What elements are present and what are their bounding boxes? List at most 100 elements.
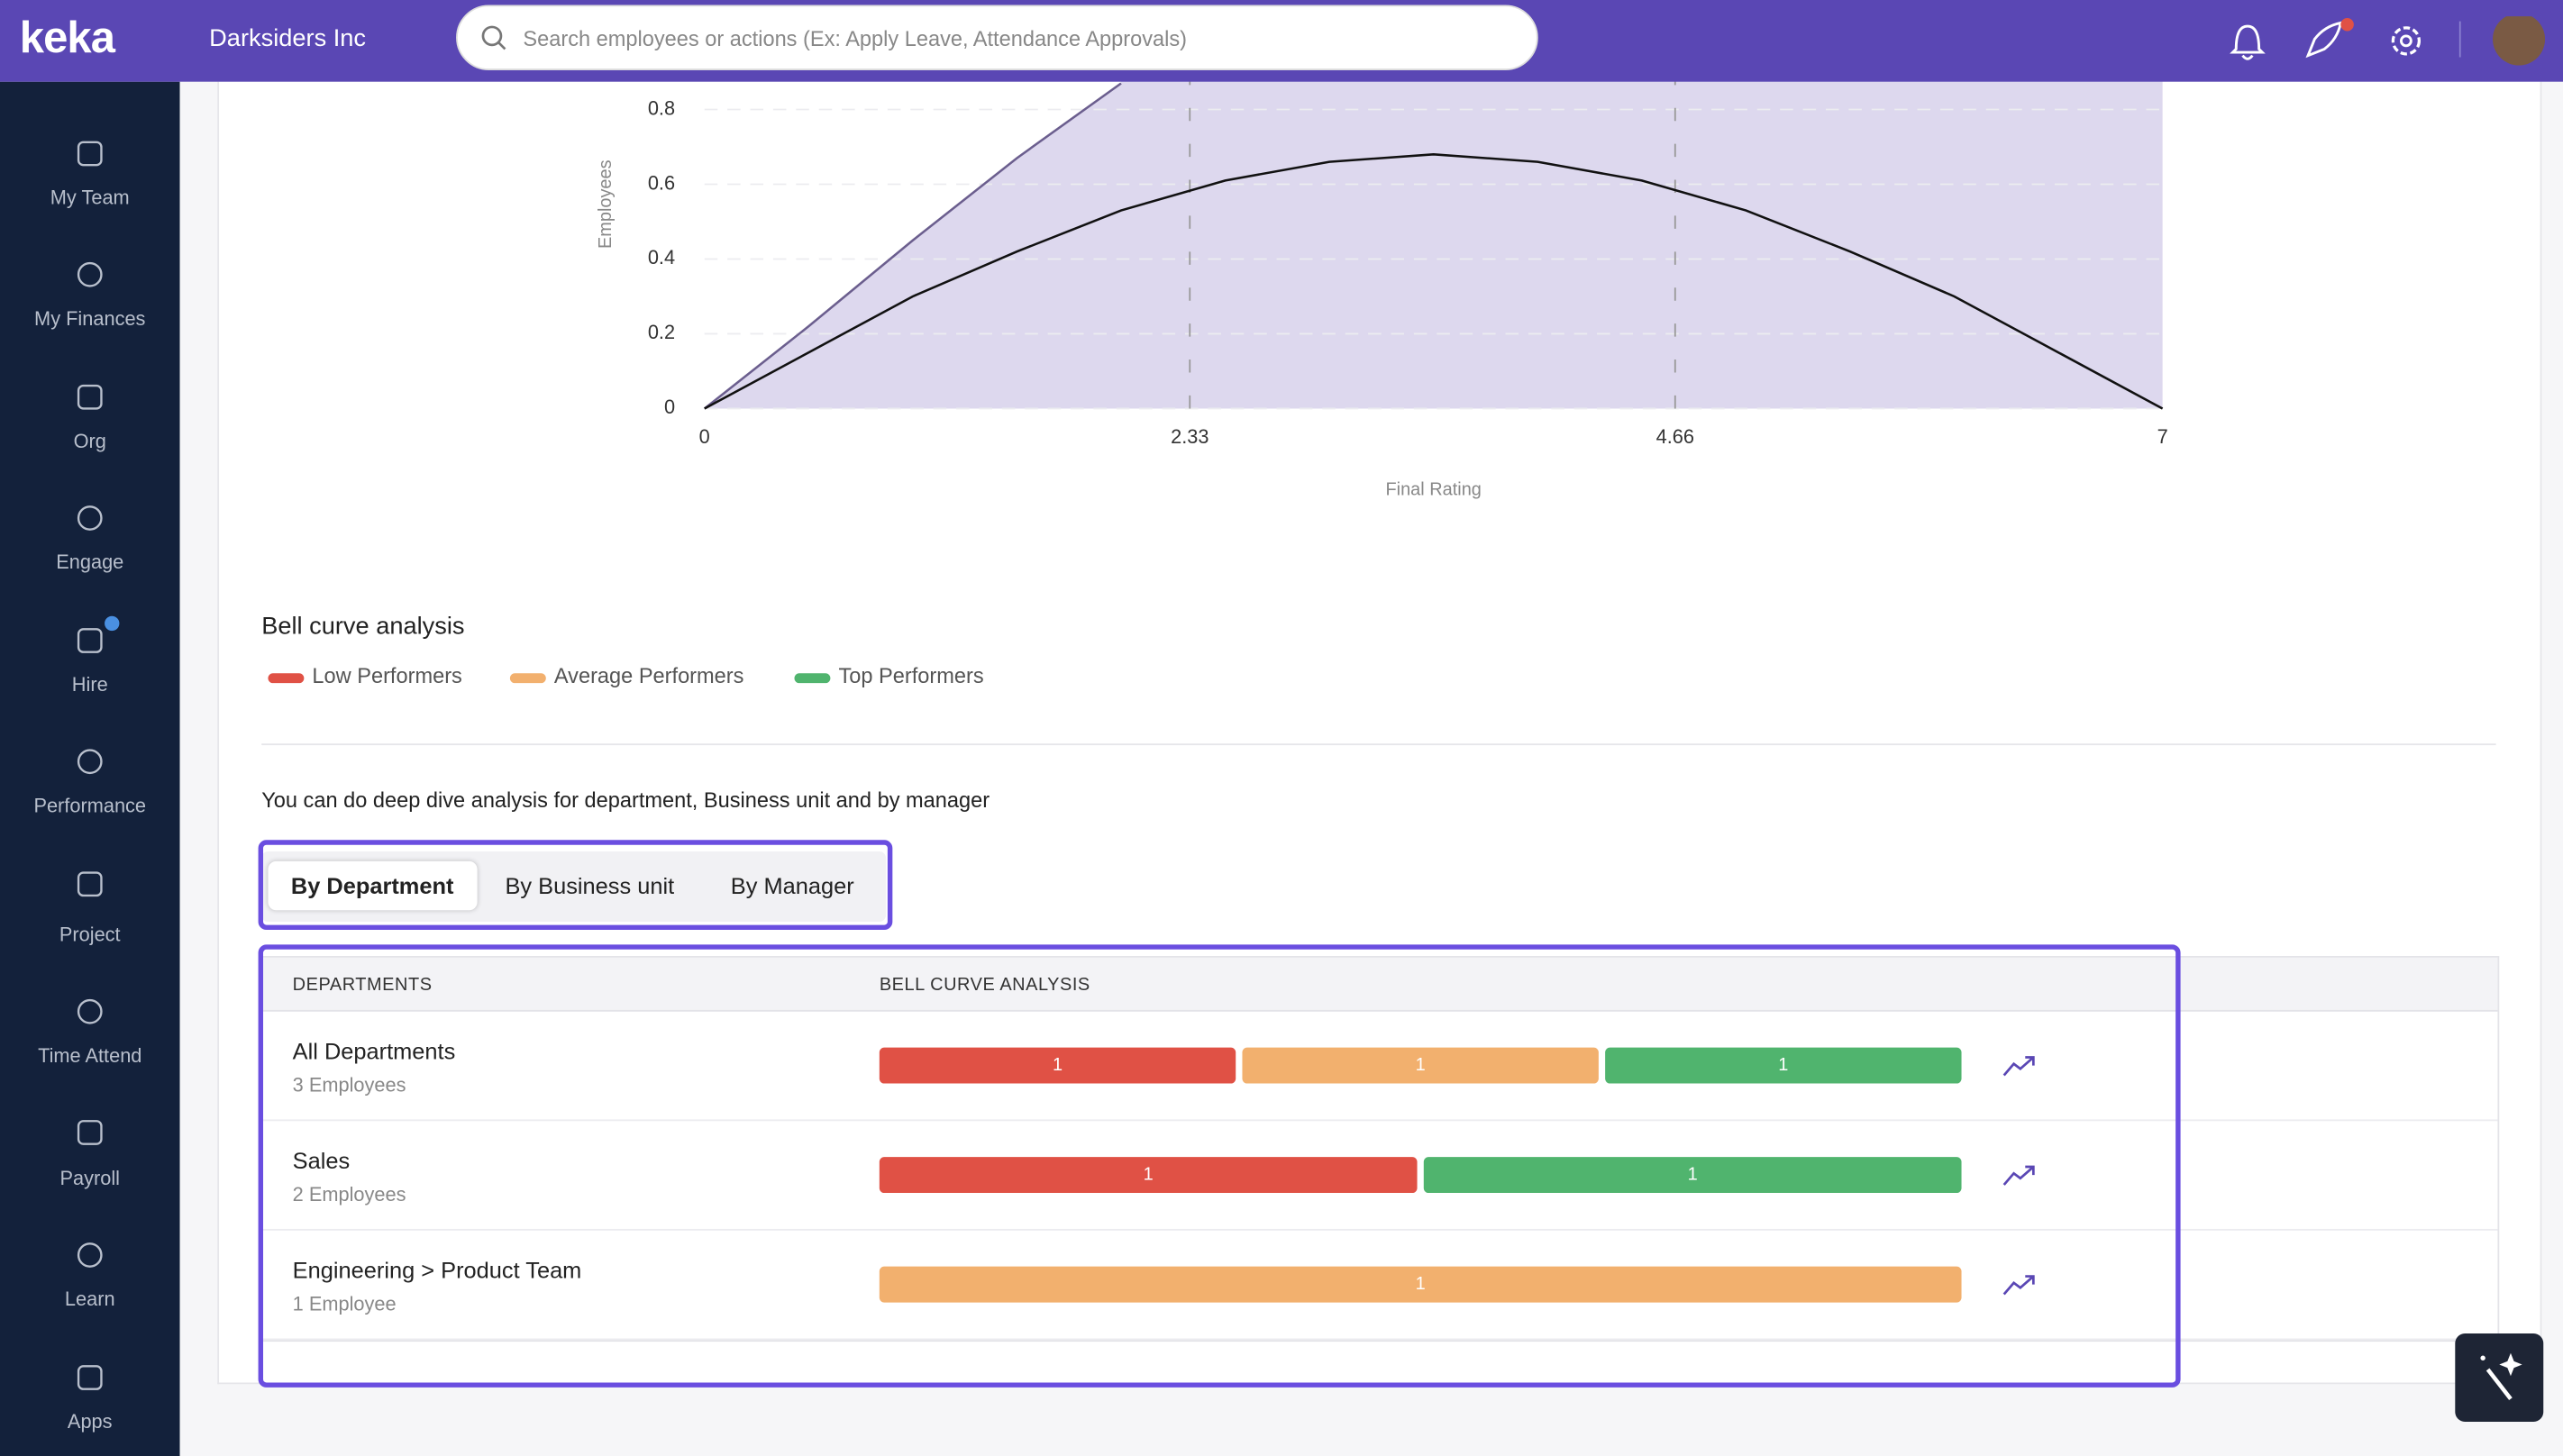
x-tick-label: 7 — [2157, 425, 2168, 448]
y-tick-label: 0.4 — [648, 246, 675, 268]
icon-shape — [77, 749, 103, 775]
y-tick-label: 0.2 — [648, 321, 675, 343]
table-row[interactable]: All Departments 3 Employees 1 1 1 — [263, 1012, 2498, 1122]
nav-icon[interactable] — [74, 868, 106, 900]
nav-icon[interactable] — [74, 745, 106, 778]
tab[interactable]: By Department — [268, 860, 477, 911]
nav-icon[interactable] — [74, 381, 106, 414]
legend-item: Top Performers — [794, 663, 984, 688]
nav-icon[interactable] — [74, 502, 106, 534]
nav-label[interactable]: Performance — [33, 794, 147, 817]
icon-shape — [77, 998, 103, 1024]
highlight-box — [258, 840, 893, 931]
legend-item: Low Performers — [268, 663, 462, 688]
icon-shape — [77, 628, 103, 653]
department-table: DEPARTMENTS BELL CURVE ANALYSIS All Depa… — [261, 956, 2500, 1342]
notification-icon[interactable] — [2230, 24, 2266, 60]
bar-segment: 1 — [1605, 1047, 1962, 1084]
nav-icon[interactable] — [74, 137, 106, 169]
header-icons — [2230, 16, 2546, 66]
search-box[interactable]: Search employees or actions (Ex: Apply L… — [456, 5, 1538, 70]
trend-icon[interactable] — [2002, 1052, 2039, 1078]
line — [704, 153, 2164, 410]
y-axis-label: Employees — [596, 159, 616, 249]
nav-badge — [105, 615, 120, 632]
table-row[interactable]: Sales 2 Employees 1 1 — [263, 1121, 2498, 1231]
bar-segment: 1 — [879, 1047, 1236, 1084]
nav-icon[interactable] — [74, 1116, 106, 1149]
nav-label[interactable]: Org — [73, 430, 106, 453]
x-tick-label: 4.66 — [1656, 425, 1694, 448]
tab[interactable]: By Manager — [730, 872, 854, 899]
row-name: Engineering > Product Team — [292, 1256, 582, 1283]
nav-label[interactable]: My Team — [50, 186, 130, 210]
x-tick-label: 0 — [699, 425, 710, 448]
sidebar: My Team My Finances Org Engage Hire Performan… — [0, 81, 180, 1456]
magic-icon — [2480, 1352, 2522, 1400]
icon-shape — [77, 141, 103, 167]
legend-label: Low Performers — [312, 663, 462, 688]
bar-segment: 1 — [1242, 1047, 1599, 1084]
nav-label[interactable]: Engage — [56, 551, 124, 574]
nav-label[interactable]: My Finances — [34, 306, 146, 331]
row-subtitle: 2 Employees — [292, 1183, 406, 1206]
row-subtitle: 3 Employees — [292, 1073, 406, 1097]
y-tick-label: 0 — [664, 396, 675, 418]
nav-icon[interactable] — [74, 259, 106, 291]
icon-shape — [77, 871, 103, 897]
icon-shape — [77, 1242, 103, 1268]
legend-swatch — [268, 672, 305, 683]
trend-icon[interactable] — [2002, 1162, 2039, 1188]
line — [703, 82, 1122, 410]
row-subtitle: 1 Employee — [292, 1292, 397, 1316]
avatar[interactable] — [2493, 16, 2546, 66]
top-bar: keka Darksiders Inc Search employees or … — [0, 0, 2563, 82]
company-name[interactable]: Darksiders Inc — [209, 24, 367, 53]
trend-path — [2002, 1165, 2035, 1186]
x-axis-label: Final Rating — [1385, 479, 1481, 499]
table-row[interactable]: Engineering > Product Team 1 Employee 1 — [263, 1231, 2498, 1341]
nav-label[interactable]: Learn — [64, 1288, 115, 1311]
icon-shape — [77, 261, 103, 287]
logo[interactable]: keka — [19, 13, 115, 62]
bar-segment: 1 — [879, 1266, 1962, 1303]
icon-shape — [77, 505, 103, 531]
y-tick-label: 0.6 — [648, 171, 675, 194]
nav-label[interactable]: Time Attend — [38, 1044, 142, 1068]
nav-label[interactable]: Apps — [67, 1410, 113, 1433]
description: You can do deep dive analysis for depart… — [261, 787, 990, 813]
nav-icon[interactable] — [74, 624, 106, 657]
icon-shape — [77, 1120, 103, 1145]
trend-icon[interactable] — [2002, 1271, 2039, 1297]
row-name: Sales — [292, 1147, 351, 1174]
area-fill — [704, 0, 2163, 409]
rocket-icon[interactable] — [2305, 21, 2343, 59]
x-tick-label: 2.33 — [1171, 425, 1209, 448]
bar-segment: 1 — [1423, 1157, 1962, 1194]
nav-label[interactable]: Hire — [71, 673, 108, 696]
badge — [2340, 17, 2354, 32]
nav-icon[interactable] — [74, 1239, 106, 1271]
bar-segment: 1 — [879, 1157, 1418, 1194]
nav-label[interactable]: Payroll — [59, 1167, 121, 1190]
table-header: DEPARTMENTS BELL CURVE ANALYSIS — [263, 957, 2498, 1012]
legend-swatch — [794, 672, 831, 683]
nav-icon[interactable] — [74, 1361, 106, 1394]
nav-label[interactable]: Project — [59, 923, 121, 947]
legend-swatch — [509, 672, 546, 683]
legend-label: Average Performers — [553, 663, 744, 688]
y-tick-label: 0.8 — [648, 96, 675, 119]
tab[interactable]: By Business unit — [505, 872, 675, 899]
settings-icon[interactable] — [2391, 26, 2422, 56]
icon-shape — [77, 384, 103, 410]
chart: 0 0.2 0.4 0.6 0.8 0 2.33 4.66 7 Employees Final Ra… — [596, 0, 2168, 499]
icon-shape — [77, 1365, 103, 1390]
search-icon — [481, 25, 506, 50]
nav-icon[interactable] — [74, 996, 106, 1028]
trend-path — [2002, 1275, 2035, 1296]
section-title: Bell curve analysis — [261, 613, 465, 642]
highlight-box — [258, 944, 2181, 1388]
magic-button[interactable] — [2455, 1333, 2544, 1422]
divider — [261, 743, 2496, 746]
